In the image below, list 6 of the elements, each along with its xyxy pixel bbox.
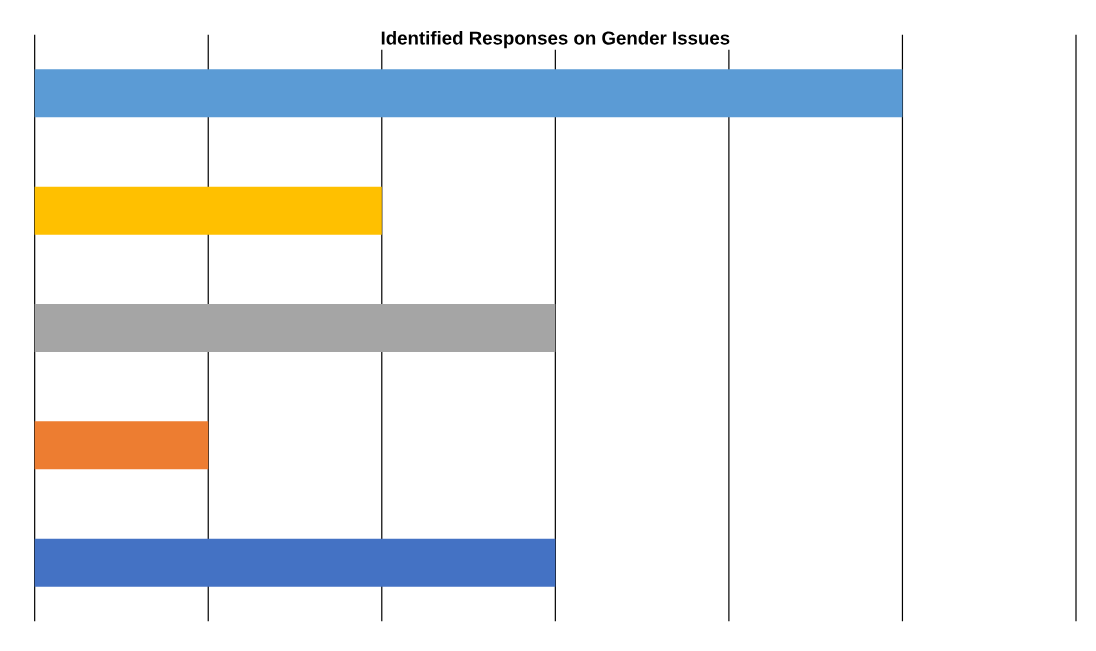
chart-title: Identified Responses on Gender Issues: [381, 31, 730, 49]
bar: [34, 69, 903, 118]
bar: [34, 421, 209, 470]
bar: [34, 186, 382, 235]
bar: [34, 538, 556, 587]
bar: [34, 304, 556, 353]
